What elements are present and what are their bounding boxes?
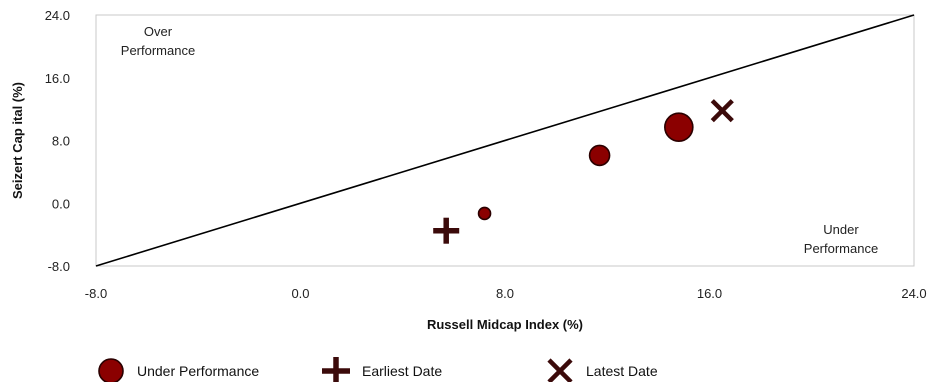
y-tick-label: 8.0 xyxy=(52,134,70,149)
legend-label-earliest-date: Earliest Date xyxy=(362,363,442,379)
legend-label-under-performance: Under Performance xyxy=(137,363,259,379)
annotation-under-line1: Under xyxy=(823,222,859,237)
data-point-x xyxy=(710,99,734,123)
x-tick-labels: -8.0 0.0 8.0 16.0 24.0 xyxy=(85,286,927,301)
x-tick-label: 16.0 xyxy=(697,286,722,301)
data-point-circle xyxy=(477,206,492,221)
annotation-over-line2: Performance xyxy=(121,43,195,58)
data-point-circle xyxy=(588,144,611,167)
x-tick-label: 0.0 xyxy=(291,286,309,301)
annotation-over-line1: Over xyxy=(144,24,173,39)
annotation-under-line2: Performance xyxy=(804,241,878,256)
y-tick-label: 16.0 xyxy=(45,71,70,86)
legend-plus-icon xyxy=(322,357,350,382)
x-axis-title: Russell Midcap Index (%) xyxy=(427,317,583,332)
data-point-circle xyxy=(664,112,694,142)
legend-label-latest-date: Latest Date xyxy=(586,363,658,379)
y-axis-title: Seizert Cap ital (%) xyxy=(10,82,25,199)
x-tick-label: 8.0 xyxy=(496,286,514,301)
legend-x-icon xyxy=(547,358,573,382)
legend-circle-icon xyxy=(98,358,124,382)
legend: Under Performance Earliest Date Latest D… xyxy=(98,357,658,382)
y-tick-label: -8.0 xyxy=(48,259,70,274)
data-point-plus xyxy=(433,217,460,244)
x-tick-label: 24.0 xyxy=(901,286,926,301)
y-tick-label: 0.0 xyxy=(52,196,70,211)
x-tick-label: -8.0 xyxy=(85,286,107,301)
plot-frame xyxy=(95,14,915,267)
y-tick-label: 24.0 xyxy=(45,8,70,23)
data-points xyxy=(433,99,734,244)
y-tick-labels: 24.0 16.0 8.0 0.0 -8.0 xyxy=(45,8,70,274)
reference-line xyxy=(95,14,915,267)
